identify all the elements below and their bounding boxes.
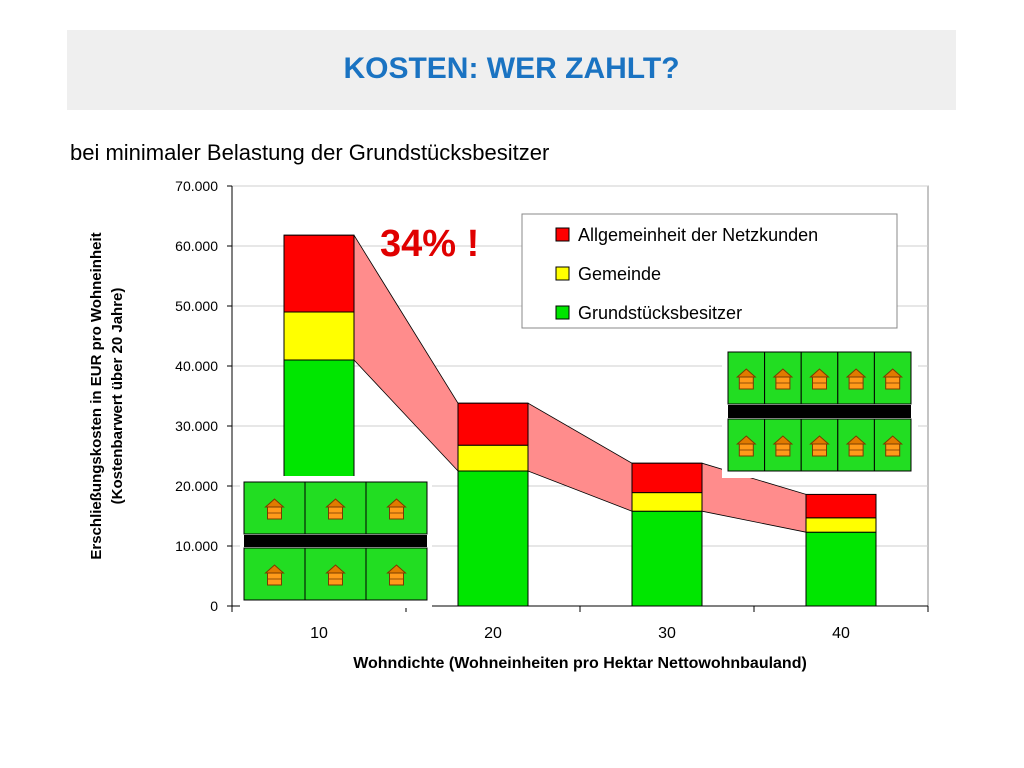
y-tick-labels: 0 10.000 20.000 30.000 40.000 50.000 60.000 70.… [175, 178, 218, 614]
legend-label: Allgemeinheit der Netzkunden [578, 225, 818, 245]
road [728, 405, 911, 418]
bar-segment [805, 493, 877, 519]
legend-swatch [555, 227, 570, 242]
y-tick-label: 20.000 [175, 478, 218, 494]
x-tick-labels: 10 20 30 40 [231, 606, 929, 642]
y-axis-title-line1: Erschließungskosten in EUR pro Wohneinhe… [88, 232, 105, 559]
bar-segment [283, 311, 355, 361]
page-title: KOSTEN: WER ZAHLT? [343, 52, 680, 85]
bar-segment [805, 517, 877, 533]
x-tick-label: 10 [310, 625, 328, 642]
y-axis-title-line2: (Kostenbarwert über 20 Jahre) [109, 288, 126, 505]
bar-segment [631, 462, 703, 494]
y-tick-label: 40.000 [175, 358, 218, 374]
bar-segment [631, 492, 703, 512]
legend-swatch [555, 305, 570, 320]
x-tick-label: 30 [658, 625, 676, 642]
y-tick-label: 70.000 [175, 178, 218, 194]
legend: Allgemeinheit der Netzkunden Gemeinde Grun… [521, 213, 898, 329]
y-tick-label: 10.000 [175, 538, 218, 554]
bar-segment [283, 234, 355, 313]
legend-swatch [555, 266, 570, 281]
legend-box [521, 213, 898, 329]
x-tick-label: 40 [832, 625, 850, 642]
header-bar: KOSTEN: WER ZAHLT? [67, 30, 956, 110]
subtitle: bei minimaler Belastung der Grundstücksb… [70, 140, 550, 165]
legend-label: Grundstücksbesitzer [578, 303, 742, 323]
bar-segment [457, 470, 529, 607]
housing-illustration-low-density [240, 476, 432, 608]
bar-segment [457, 402, 529, 446]
housing-illustration-high-density [722, 346, 918, 478]
callout-34-percent: 34% ! [380, 223, 479, 265]
road [244, 535, 427, 547]
y-tick-label: 30.000 [175, 418, 218, 434]
y-tick-label: 0 [210, 598, 218, 614]
bar-segment [631, 510, 703, 607]
x-axis-title: Wohndichte (Wohneinheiten pro Hektar Net… [353, 655, 807, 672]
y-tick-label: 50.000 [175, 298, 218, 314]
bar-segment [805, 531, 877, 607]
bar-segment [457, 444, 529, 472]
plot-cell [873, 418, 912, 472]
y-tick-label: 60.000 [175, 238, 218, 254]
x-tick-label: 20 [484, 625, 502, 642]
legend-label: Gemeinde [578, 264, 661, 284]
